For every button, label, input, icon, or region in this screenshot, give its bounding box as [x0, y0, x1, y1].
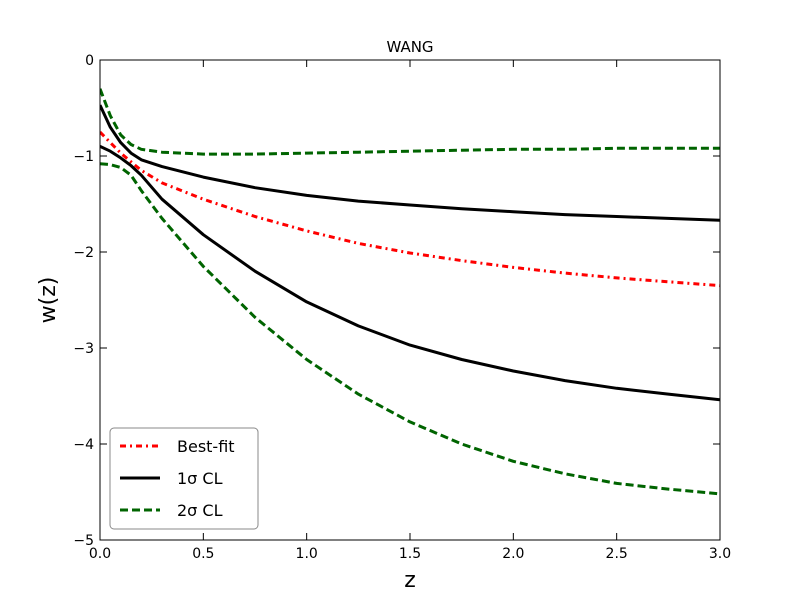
legend-label-best-fit: Best-fit	[177, 437, 235, 456]
legend: Best-fit 1σ CL 2σ CL	[109, 427, 259, 530]
y-tick-label: −1	[73, 149, 94, 165]
series-line-2	[100, 145, 720, 402]
y-tick-label: −2	[73, 245, 94, 261]
tick-layer: 0.0 0.5 1.0 1.5 2.0 2.5 3.0 0 −1 −2 −3 −4 −5	[73, 53, 731, 562]
legend-label-1sigma: 1σ CL	[177, 469, 223, 488]
x-tick-label: 2.5	[606, 546, 628, 562]
series-line-0	[100, 130, 720, 288]
legend-box	[109, 427, 259, 530]
series-line-4	[100, 162, 720, 496]
y-tick-label: 0	[85, 53, 94, 69]
chart-title: WANG	[386, 38, 433, 56]
x-axis-title: z	[404, 568, 416, 593]
legend-label-2sigma: 2σ CL	[177, 501, 223, 520]
series-line-3	[100, 88, 720, 156]
x-tick-label: 0.0	[89, 546, 111, 562]
x-tick-label: 1.0	[296, 546, 318, 562]
y-tick-label: −4	[73, 437, 94, 453]
series-layer	[100, 88, 720, 496]
y-tick-label: −3	[73, 341, 94, 357]
y-tick-label: −5	[73, 533, 94, 549]
y-axis-title: w(z)	[36, 277, 61, 324]
series-line-1	[100, 104, 720, 222]
x-tick-label: 1.5	[399, 546, 421, 562]
x-tick-label: 0.5	[192, 546, 214, 562]
x-tick-label: 2.0	[502, 546, 524, 562]
x-tick-label: 3.0	[709, 546, 731, 562]
